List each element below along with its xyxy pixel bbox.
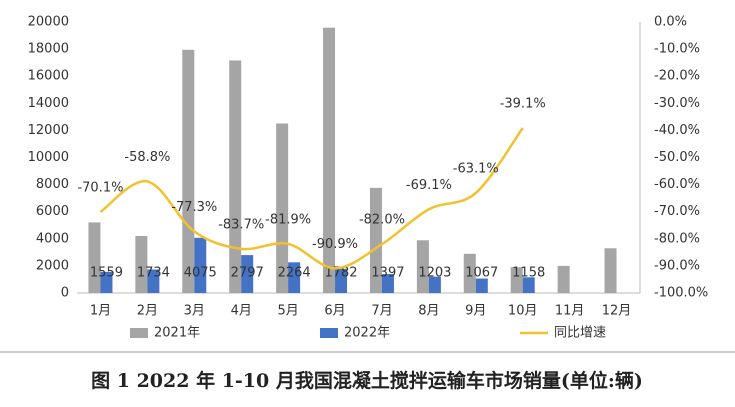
line-value-label: -90.9% [312, 237, 358, 252]
bar [323, 27, 336, 293]
x-tick-label: 5月 [277, 304, 298, 319]
line-value-label: -82.0% [359, 213, 405, 228]
legend-label: 2022年 [344, 326, 390, 341]
legend-label: 同比增速 [554, 326, 606, 341]
bar [557, 265, 570, 293]
bar-value-label: 1203 [418, 266, 451, 281]
y2-tick-label: -90.0% [654, 258, 700, 273]
bar [135, 235, 148, 293]
x-tick-label: 4月 [231, 304, 252, 319]
x-tick-label: 6月 [324, 304, 345, 319]
caption: 图 1 2022 年 1-10 月我国混凝土搅拌运输车市场销量(单位:辆) [91, 369, 643, 392]
bar [335, 268, 348, 293]
bar [229, 60, 242, 294]
y2-tick-label: -80.0% [654, 231, 700, 246]
y2-tick-label: 0.0% [654, 15, 687, 30]
y2-tick-label: -40.0% [654, 123, 700, 138]
bar [463, 253, 476, 293]
bar [288, 262, 301, 293]
y-tick-label: 6000 [36, 204, 69, 219]
x-tick-label: 1月 [90, 304, 111, 319]
y2-tick-label: -10.0% [654, 42, 700, 57]
y-tick-label: 10000 [28, 150, 69, 165]
x-tick-label: 3月 [184, 304, 205, 319]
y-tick-label: 2000 [36, 258, 69, 273]
legend-swatch [320, 328, 338, 338]
bar [147, 269, 160, 293]
legend-label: 2021年 [154, 326, 200, 341]
bar [510, 267, 523, 293]
y-tick-label: 0 [61, 286, 69, 301]
bar-value-label: 2797 [231, 266, 264, 281]
y2-tick-label: -70.0% [654, 204, 700, 219]
y-tick-label: 18000 [28, 42, 69, 57]
x-tick-label: 11月 [555, 304, 585, 319]
y2-tick-label: -60.0% [654, 177, 700, 192]
bar [475, 278, 488, 293]
line-value-label: -70.1% [77, 180, 123, 195]
y-tick-label: 12000 [28, 123, 69, 138]
y-tick-label: 20000 [28, 15, 69, 30]
bar-value-label: 1397 [371, 266, 404, 281]
bar [369, 187, 382, 293]
x-tick-label: 10月 [508, 304, 538, 319]
bar [182, 49, 195, 294]
bar-value-label: 2264 [278, 266, 311, 281]
bar-value-label: 1067 [465, 266, 498, 281]
line-value-label: -63.1% [453, 162, 499, 177]
y2-tick-label: -30.0% [654, 96, 700, 111]
line-value-label: -81.9% [265, 212, 311, 227]
bar [428, 276, 441, 293]
x-tick-label: 7月 [371, 304, 392, 319]
y2-tick-label: -100.0% [654, 286, 708, 301]
bar-value-label: 1734 [137, 266, 170, 281]
y2-tick-label: -20.0% [654, 69, 700, 84]
line [99, 127, 524, 270]
bar [194, 237, 207, 293]
y-tick-label: 8000 [36, 177, 69, 192]
line-value-label: -39.1% [500, 96, 546, 111]
bar [604, 248, 617, 293]
bar [241, 255, 254, 293]
bar [276, 123, 289, 293]
line-value-label: -77.3% [171, 200, 217, 215]
line-value-label: -58.8% [124, 150, 170, 165]
bar-value-label: 1559 [90, 266, 123, 281]
y-tick-label: 4000 [36, 231, 69, 246]
bar [381, 274, 394, 293]
y2-tick-label: -50.0% [654, 150, 700, 165]
legend-swatch [130, 328, 148, 338]
bar [522, 277, 535, 293]
y-tick-label: 16000 [28, 69, 69, 84]
x-tick-label: 12月 [602, 304, 632, 319]
line-value-label: -69.1% [406, 178, 452, 193]
bar [416, 240, 429, 293]
y-tick-label: 14000 [28, 96, 69, 111]
bar [100, 271, 113, 293]
x-tick-label: 8月 [418, 304, 439, 319]
line-value-label: -83.7% [218, 217, 264, 232]
x-tick-label: 9月 [465, 304, 486, 319]
bar-value-label: 1158 [512, 266, 545, 281]
bar [88, 222, 101, 293]
x-tick-label: 2月 [137, 304, 158, 319]
bar-value-label: 4075 [184, 266, 217, 281]
